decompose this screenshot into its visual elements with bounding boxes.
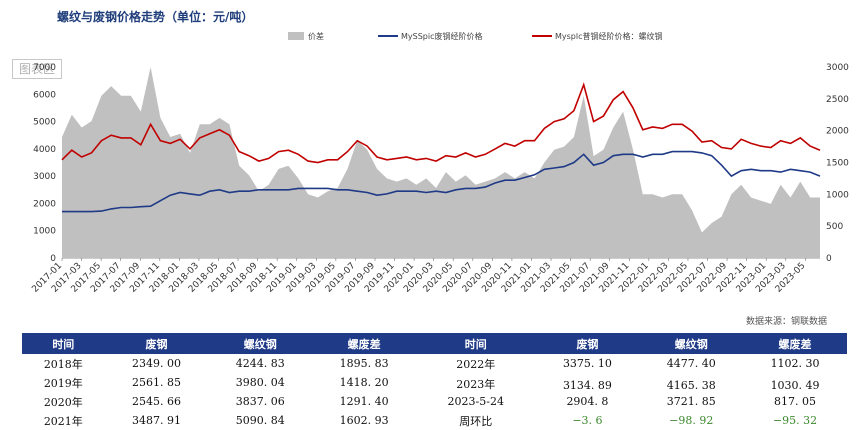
table-cell: 1102. 30 — [770, 357, 820, 370]
y-left-tick-label: 5000 — [33, 118, 56, 128]
table-cell: 2545. 66 — [132, 395, 181, 408]
table-header-cell: 时间 — [415, 333, 536, 354]
table-cell: −3. 6 — [572, 414, 603, 427]
table-header-row: 时间 废钢 螺纹钢 螺废差 时间 废钢 螺纹钢 螺废差 — [22, 333, 847, 354]
legend-label-rebar: Mysplc普钢经阶价格：螺纹钢 — [555, 31, 663, 41]
chart-legend: 价差 MySSpic废钢经阶价格 Mysplc普钢经阶价格：螺纹钢 — [288, 31, 663, 41]
y-left-tick-label: 2000 — [33, 199, 56, 209]
y-left-tick-label: 7000 — [33, 63, 56, 73]
table-cell: 1895. 83 — [339, 357, 389, 370]
rebar-price-line — [61, 82, 821, 164]
table-cell: 2349. 00 — [132, 357, 181, 370]
table-cell: −98. 92 — [669, 414, 714, 427]
y-left-tick-label: 3000 — [33, 172, 56, 182]
table-row: 2018年 2349. 00 4244. 83 1895. 83 2022年 3… — [22, 354, 847, 373]
table-cell: 3721. 85 — [666, 395, 716, 408]
y-left-tick-label: 0 — [50, 254, 56, 264]
table-header-cell: 螺纹钢 — [208, 333, 313, 354]
table-cell: 4477. 40 — [666, 357, 716, 370]
table-cell: 3980. 04 — [235, 376, 285, 389]
table-row: 2019年 2561. 85 3980. 04 1418. 20 2023年 3… — [22, 373, 847, 392]
table-cell: 2018年 — [43, 357, 83, 371]
price-chart: 价差 MySSpic废钢经阶价格 Mysplc普钢经阶价格：螺纹钢 0 1000 2… — [30, 31, 849, 295]
table-cell: 1291. 40 — [339, 395, 389, 408]
y-left-tick-label: 4000 — [33, 145, 56, 155]
table-cell: 周环比 — [459, 414, 493, 428]
table-cell: 2020年 — [43, 395, 83, 409]
table-header-cell: 时间 — [22, 333, 105, 354]
spread-area — [62, 67, 820, 258]
table-cell: 2023年 — [456, 378, 496, 391]
table-cell: 2021年 — [43, 414, 83, 428]
table-cell: 1602. 93 — [339, 414, 389, 427]
y-right-tick-label: 1500 — [826, 159, 849, 169]
legend-label-scrap: MySSpic废钢经阶价格 — [401, 31, 483, 41]
table-cell: 2023-5-24 — [447, 395, 504, 408]
y-right-tick-label: 2500 — [826, 95, 849, 105]
legend-label-spread: 价差 — [308, 31, 324, 41]
y-left-tick-label: 6000 — [33, 90, 56, 100]
table-cell: 1418. 20 — [339, 376, 389, 389]
chart-plot — [61, 67, 821, 258]
data-source: 数据来源：钢联数据 — [745, 317, 827, 327]
table-cell: 3375. 10 — [562, 357, 612, 370]
table-header-cell: 废钢 — [535, 333, 640, 354]
table-cell: 817. 05 — [774, 395, 817, 408]
y-right-tick-label: 1000 — [826, 190, 849, 200]
table-cell: 5090. 84 — [235, 414, 285, 427]
table-cell: 2904. 8 — [566, 395, 609, 408]
table-cell: 3134. 89 — [562, 379, 612, 392]
table-header-cell: 废钢 — [104, 333, 209, 354]
table-row: 2021年 3487. 91 5090. 84 1602. 93 周环比 −3.… — [22, 411, 847, 430]
chart-area-watermark: 图表区 — [12, 59, 62, 79]
y-left-tick-label: 1000 — [33, 227, 56, 237]
table-cell: 2022年 — [456, 357, 496, 371]
table-cell: 4165. 38 — [666, 379, 716, 392]
y-right-tick-label: 500 — [826, 222, 843, 232]
table-cell: 3837. 06 — [235, 395, 285, 408]
table-cell: 2561. 85 — [132, 376, 181, 389]
table-cell: 4244. 83 — [235, 357, 285, 370]
table-header-cell: 螺纹钢 — [639, 333, 744, 354]
scrap-price-line — [62, 150, 821, 213]
table-cell: 2019年 — [43, 376, 83, 390]
table-row: 2020年 2545. 66 3837. 06 1291. 40 2023-5-… — [22, 392, 847, 411]
legend-swatch-spread — [288, 32, 304, 40]
table-header-cell: 螺废差 — [312, 333, 416, 354]
chart-title: 螺纹与废钢价格走势（单位：元/吨） — [57, 10, 254, 24]
y-right-tick-label: 0 — [826, 254, 832, 264]
table-cell: 1030. 49 — [770, 379, 820, 392]
table-cell: −95. 32 — [772, 414, 818, 427]
y-right-tick-label: 2000 — [826, 127, 849, 137]
table-cell: 3487. 91 — [132, 414, 181, 427]
price-table: 时间 废钢 螺纹钢 螺废差 时间 废钢 螺纹钢 螺废差 2018年 2349. … — [22, 333, 847, 430]
y-right-tick-label: 3000 — [826, 63, 849, 73]
table-header-cell: 螺废差 — [743, 333, 847, 354]
